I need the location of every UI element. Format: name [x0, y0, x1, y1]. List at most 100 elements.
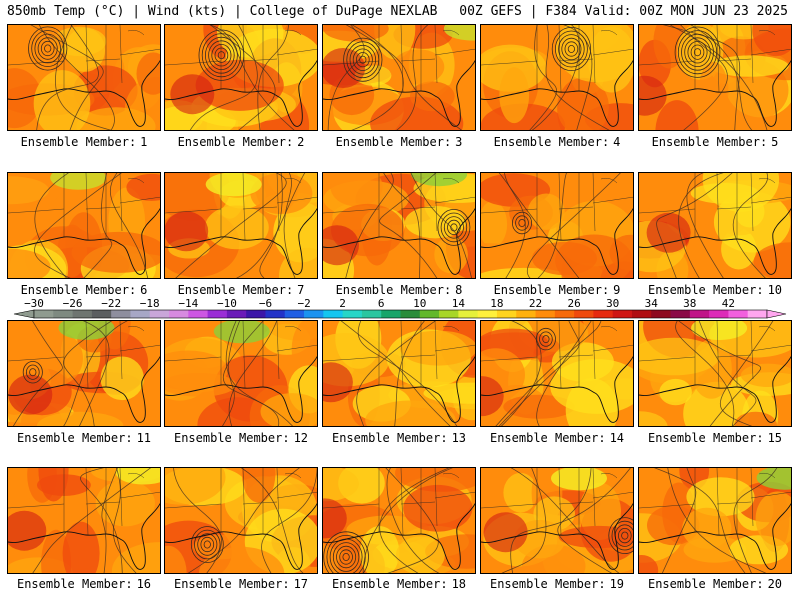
temperature-blob — [37, 411, 124, 426]
member-label: Ensemble Member: — [647, 577, 764, 591]
temperature-field-map — [8, 468, 160, 573]
state-border — [750, 321, 754, 380]
colorbar-swatch — [323, 310, 344, 318]
height-contour — [667, 468, 767, 573]
ensemble-member-map — [480, 24, 634, 131]
member-label: Ensemble Member: — [335, 135, 452, 149]
temperature-field-map — [165, 173, 317, 278]
state-border — [668, 356, 696, 360]
colorbar-tick-label: 18 — [490, 297, 503, 310]
state-border — [400, 25, 404, 93]
height-contour — [327, 25, 365, 130]
state-border — [242, 354, 278, 358]
temperature-blob — [165, 211, 209, 252]
state-border — [400, 206, 436, 210]
state-border — [750, 468, 754, 527]
ensemble-member-caption: Ensemble Member: 2 — [162, 135, 320, 149]
temperature-blob — [165, 545, 187, 573]
member-number: 14 — [609, 431, 625, 445]
temperature-blob — [323, 498, 347, 539]
colorbar-tick-label: 26 — [567, 297, 580, 310]
member-number: 12 — [293, 431, 309, 445]
temperature-blob — [434, 236, 468, 274]
colorbar-swatch — [612, 310, 633, 318]
state-border — [119, 344, 160, 352]
state-border — [352, 208, 380, 212]
temperature-blob — [62, 521, 100, 573]
height-contour — [653, 468, 746, 573]
state-border — [352, 356, 380, 360]
low-pressure-contour — [450, 223, 458, 232]
height-contour — [379, 173, 438, 278]
state-border — [400, 58, 436, 62]
temperature-blob — [740, 363, 791, 387]
low-pressure-contour — [359, 55, 367, 64]
colorbar-swatch — [188, 310, 209, 318]
run-valid-time: 00Z GEFS | F384 Valid: 00Z MON JUN 23 20… — [459, 4, 788, 19]
temperature-blob — [399, 330, 475, 366]
colorbar-tick-label: 10 — [413, 297, 426, 310]
low-pressure-contour — [437, 209, 471, 246]
state-border — [716, 321, 720, 389]
low-pressure-contour — [561, 37, 582, 61]
colorbar-tick-label: −18 — [140, 297, 160, 310]
temperature-field-map — [639, 468, 791, 573]
ensemble-member-map — [7, 172, 161, 279]
height-contour — [675, 321, 735, 426]
temperature-field-map — [481, 25, 633, 130]
height-contour — [500, 321, 542, 426]
temperature-blob — [639, 555, 659, 573]
colorbar-swatch — [689, 310, 710, 318]
temperature-field-map — [8, 25, 160, 130]
colorbar-swatch — [304, 310, 324, 318]
height-contour — [80, 468, 123, 573]
colorbar-tick-label: 6 — [378, 297, 385, 310]
colorbar-swatch — [34, 310, 54, 318]
temperature-blob — [323, 48, 366, 88]
low-pressure-contour — [208, 40, 235, 71]
temperature-blob — [279, 247, 317, 278]
colorbar-tick-label: −26 — [63, 297, 83, 310]
temperature-blob — [698, 61, 729, 120]
temperature-blob — [205, 205, 269, 250]
state-border — [165, 505, 196, 509]
member-number: 15 — [767, 431, 783, 445]
height-contour — [13, 321, 63, 426]
temperature-blob — [392, 49, 445, 85]
state-border — [85, 173, 89, 241]
height-contour — [698, 321, 757, 426]
state-border — [592, 344, 633, 352]
height-contour — [101, 468, 118, 573]
ensemble-member-caption: Ensemble Member: 13 — [320, 431, 478, 445]
temperature-blob — [213, 321, 270, 344]
colorbar-min-arrow — [13, 309, 35, 319]
ensemble-member-caption: Ensemble Member: 7 — [162, 283, 320, 297]
ensemble-member-map — [638, 172, 792, 279]
state-border — [276, 196, 317, 204]
state-border — [750, 25, 754, 84]
temperature-blob — [250, 173, 313, 215]
state-border — [510, 208, 538, 212]
ensemble-member-caption: Ensemble Member: 3 — [320, 135, 478, 149]
state-border — [323, 62, 354, 66]
colorbar-swatch — [381, 310, 401, 318]
height-contour — [259, 173, 283, 278]
temperature-blob — [555, 234, 633, 278]
colorbar-tick-label: 38 — [683, 297, 696, 310]
colorbar-swatch — [400, 310, 421, 318]
low-pressure-contour — [608, 517, 633, 554]
state-border — [127, 325, 145, 332]
state-border — [37, 208, 65, 212]
state-border — [592, 48, 633, 56]
height-contour — [536, 321, 592, 426]
state-border — [434, 344, 475, 352]
state-border — [400, 468, 404, 536]
low-pressure-contour — [551, 26, 591, 72]
low-pressure-contour — [211, 44, 232, 67]
colorbar-swatch — [169, 310, 189, 318]
temperature-field-map — [165, 321, 317, 426]
state-border — [194, 356, 222, 360]
low-pressure-contour — [40, 40, 55, 57]
temperature-blob — [395, 468, 475, 492]
low-pressure-contour — [200, 536, 215, 553]
